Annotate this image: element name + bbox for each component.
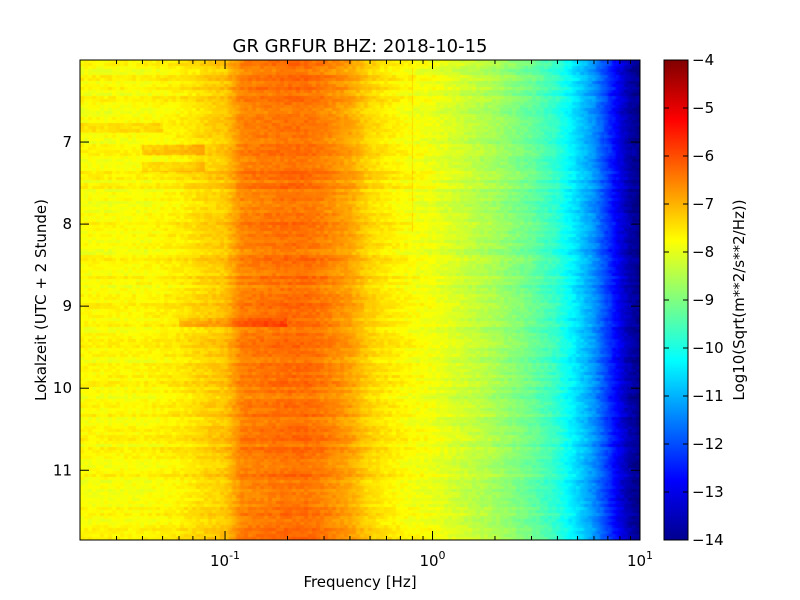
chart-title: GR GRFUR BHZ: 2018-10-15 <box>232 36 488 57</box>
y-tick-label: 10 <box>53 379 72 397</box>
y-tick-label: 7 <box>62 133 72 151</box>
colorbar-tick-label: −14 <box>692 531 724 549</box>
colorbar-tick-label: −6 <box>692 147 714 165</box>
colorbar-tick-label: −4 <box>692 51 714 69</box>
colorbar-tick-label: −10 <box>692 339 724 357</box>
y-tick-label: 8 <box>62 215 72 233</box>
colorbar-tick-label: −9 <box>692 291 714 309</box>
y-axis-ticks: 7 8 9 10 11 <box>53 133 640 479</box>
spectrogram-heatmap <box>80 60 640 540</box>
colorbar-ticks: −4 −5 −6 −7 −8 −9 −10 −11 −12 −13 −14 <box>664 51 724 549</box>
y-axis-label: Lokalzeit (UTC + 2 Stunde) <box>32 199 50 401</box>
y-tick-label: 11 <box>53 461 72 479</box>
x-axis-label: Frequency [Hz] <box>303 573 417 591</box>
colorbar-tick-label: −5 <box>692 99 714 117</box>
colorbar-tick-label: −13 <box>692 483 724 501</box>
colorbar-tick-label: −7 <box>692 195 714 213</box>
colorbar-tick-label: −12 <box>692 435 724 453</box>
y-tick-label: 9 <box>62 297 72 315</box>
x-axis-ticks: 10-1 100 101 <box>79 60 653 570</box>
colorbar-tick-label: −11 <box>692 387 724 405</box>
x-tick-label: 10-1 <box>210 549 240 570</box>
x-tick-label: 101 <box>627 549 653 570</box>
x-tick-label: 100 <box>419 549 445 570</box>
colorbar-tick-label: −8 <box>692 243 714 261</box>
plot-frame <box>79 59 641 541</box>
colorbar-label: Log10(Sqrt(m**2/s**2/Hz)) <box>730 199 748 401</box>
